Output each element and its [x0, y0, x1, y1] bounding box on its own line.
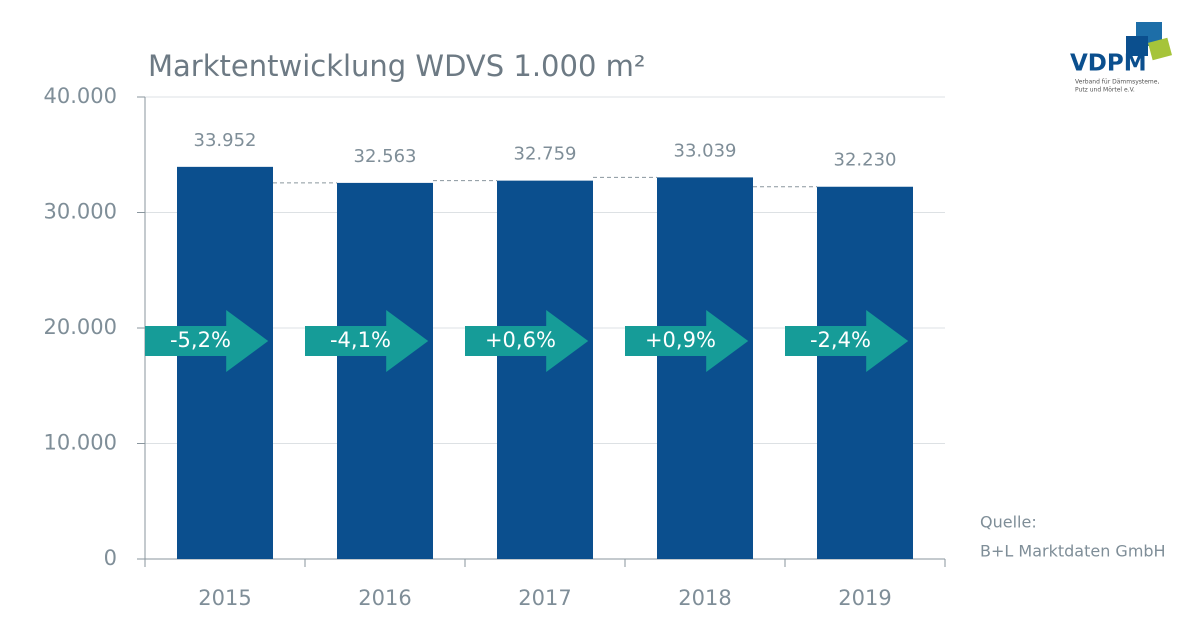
source-text: B+L Marktdaten GmbH [980, 542, 1166, 561]
bar [657, 177, 753, 560]
value-label: 32.759 [514, 144, 577, 165]
value-label: 32.563 [354, 146, 417, 167]
logo-name: VDPM [1070, 51, 1147, 77]
change-arrow [305, 310, 429, 372]
logo-square [1148, 37, 1172, 61]
value-label: 33.952 [194, 130, 257, 151]
chart-title: Marktentwicklung WDVS 1.000 m² [148, 49, 646, 83]
change-label: -2,4% [810, 328, 871, 352]
change-label: +0,9% [645, 328, 716, 352]
change-label: -5,2% [170, 328, 231, 352]
change-label: -4,1% [330, 328, 391, 352]
change-label: +0,6% [485, 328, 556, 352]
source-label: Quelle: [980, 513, 1037, 532]
logo-subtitle: Putz und Mörtel e.V. [1075, 87, 1135, 94]
change-arrow [625, 310, 749, 372]
y-tick-label: 0 [104, 546, 117, 570]
logo-subtitle: Verband für Dämmsysteme, [1075, 79, 1159, 86]
x-tick-label: 2019 [838, 586, 891, 610]
x-tick-label: 2015 [198, 586, 251, 610]
x-tick-label: 2018 [678, 586, 731, 610]
y-tick-label: 30.000 [44, 200, 117, 224]
y-tick-label: 20.000 [44, 315, 117, 339]
logo-square [1126, 36, 1148, 56]
change-arrow [145, 310, 269, 372]
value-label: 33.039 [674, 140, 737, 161]
bar [497, 180, 593, 559]
value-label: 32.230 [834, 150, 897, 171]
bar [817, 186, 913, 559]
bar [177, 166, 273, 559]
x-tick-label: 2017 [518, 586, 571, 610]
y-tick-label: 40.000 [44, 84, 117, 108]
bar [337, 182, 433, 560]
y-tick-label: 10.000 [44, 431, 117, 455]
x-tick-label: 2016 [358, 586, 411, 610]
logo: VDPM Verband für Dämmsysteme, Putz und M… [1070, 22, 1172, 94]
change-arrow [465, 310, 589, 372]
change-arrow [785, 310, 909, 372]
